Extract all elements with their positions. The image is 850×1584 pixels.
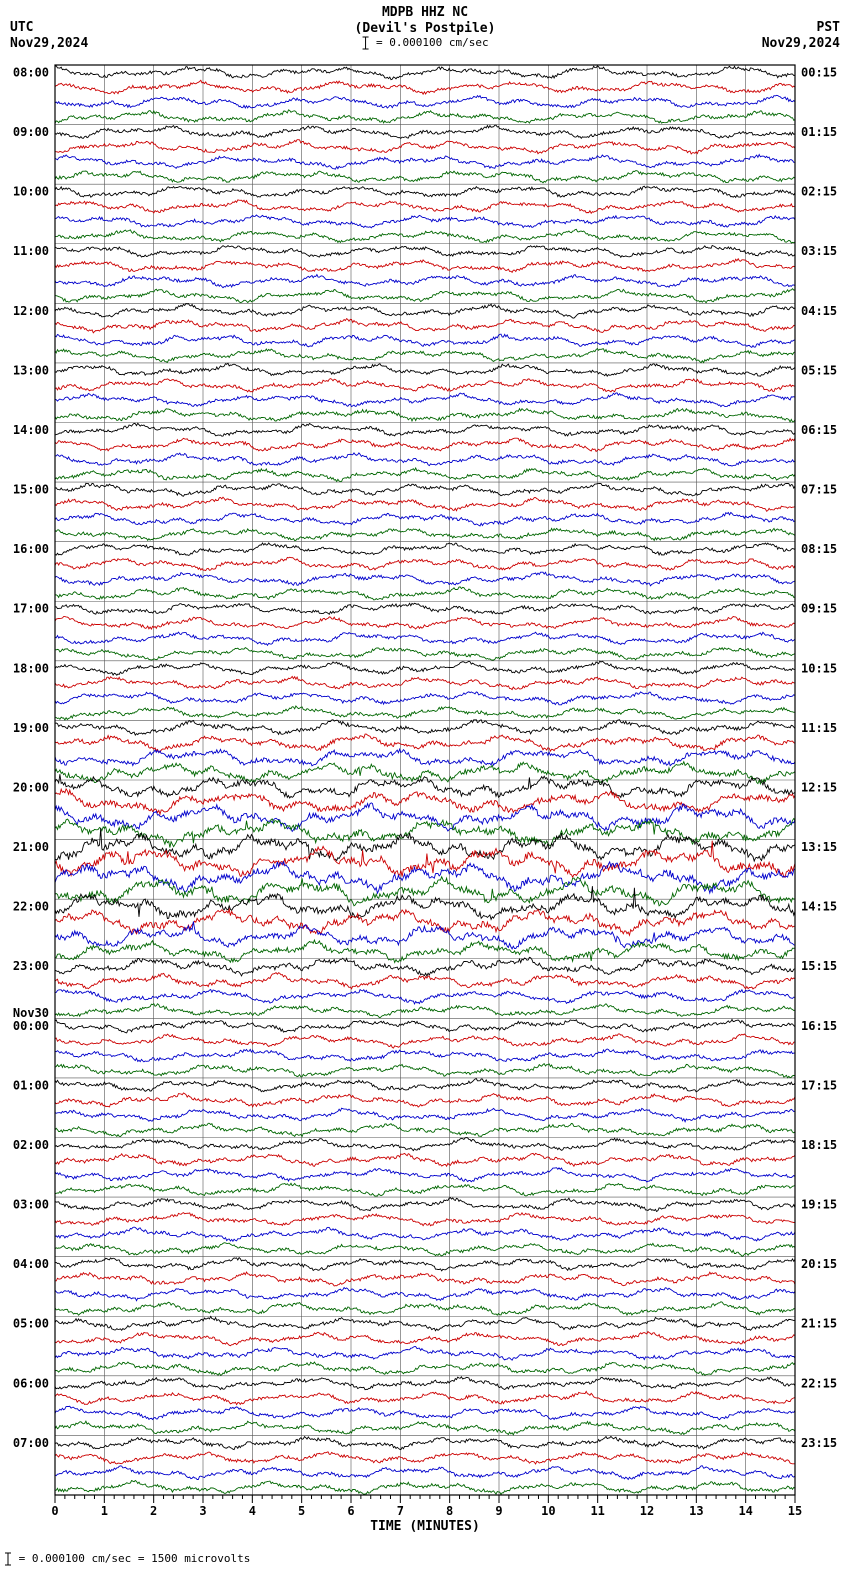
- svg-text:08:15: 08:15: [801, 542, 837, 556]
- svg-text:15: 15: [788, 1504, 802, 1518]
- svg-text:02:00: 02:00: [13, 1138, 49, 1152]
- svg-text:05:00: 05:00: [13, 1317, 49, 1331]
- header-center: MDPB HHZ NC (Devil's Postpile) = 0.00010…: [355, 5, 496, 50]
- footer-scale: = 0.000100 cm/sec = 1500 microvolts: [19, 1552, 251, 1565]
- svg-text:09:00: 09:00: [13, 125, 49, 139]
- svg-text:07:15: 07:15: [801, 483, 837, 497]
- svg-text:6: 6: [347, 1504, 354, 1518]
- svg-text:02:15: 02:15: [801, 185, 837, 199]
- svg-text:10:00: 10:00: [13, 185, 49, 199]
- svg-text:00:15: 00:15: [801, 65, 837, 79]
- header-right: PST Nov29,2024: [762, 20, 840, 51]
- svg-text:23:15: 23:15: [801, 1436, 837, 1450]
- svg-text:10:15: 10:15: [801, 661, 837, 675]
- svg-text:4: 4: [249, 1504, 256, 1518]
- svg-text:TIME (MINUTES): TIME (MINUTES): [370, 1519, 480, 1534]
- svg-text:00:00: 00:00: [13, 1019, 49, 1033]
- svg-text:21:00: 21:00: [13, 840, 49, 854]
- svg-text:15:15: 15:15: [801, 959, 837, 973]
- station-location: (Devil's Postpile): [355, 21, 496, 37]
- svg-text:16:15: 16:15: [801, 1019, 837, 1033]
- svg-text:12:15: 12:15: [801, 780, 837, 794]
- header: UTC Nov29,2024 MDPB HHZ NC (Devil's Post…: [0, 0, 850, 60]
- svg-text:01:15: 01:15: [801, 125, 837, 139]
- svg-text:13:15: 13:15: [801, 840, 837, 854]
- svg-text:18:15: 18:15: [801, 1138, 837, 1152]
- svg-text:5: 5: [298, 1504, 305, 1518]
- svg-text:19:00: 19:00: [13, 721, 49, 735]
- utc-date: Nov29,2024: [10, 36, 88, 52]
- svg-text:04:15: 04:15: [801, 304, 837, 318]
- svg-text:7: 7: [397, 1504, 404, 1518]
- svg-text:05:15: 05:15: [801, 363, 837, 377]
- svg-text:0: 0: [51, 1504, 58, 1518]
- svg-text:22:15: 22:15: [801, 1376, 837, 1390]
- svg-text:19:15: 19:15: [801, 1198, 837, 1212]
- svg-text:09:15: 09:15: [801, 602, 837, 616]
- svg-text:06:15: 06:15: [801, 423, 837, 437]
- svg-text:9: 9: [495, 1504, 502, 1518]
- svg-text:3: 3: [199, 1504, 206, 1518]
- svg-text:11:00: 11:00: [13, 244, 49, 258]
- svg-text:16:00: 16:00: [13, 542, 49, 556]
- svg-text:23:00: 23:00: [13, 959, 49, 973]
- pst-date: Nov29,2024: [762, 36, 840, 52]
- svg-text:1: 1: [101, 1504, 108, 1518]
- svg-text:13: 13: [689, 1504, 703, 1518]
- svg-text:2: 2: [150, 1504, 157, 1518]
- scale-reference: = 0.000100 cm/sec: [355, 36, 496, 50]
- svg-text:8: 8: [446, 1504, 453, 1518]
- svg-text:06:00: 06:00: [13, 1376, 49, 1390]
- svg-text:20:00: 20:00: [13, 780, 49, 794]
- svg-text:14:00: 14:00: [13, 423, 49, 437]
- station-code: MDPB HHZ NC: [355, 5, 496, 21]
- svg-text:13:00: 13:00: [13, 363, 49, 377]
- svg-text:15:00: 15:00: [13, 483, 49, 497]
- footer: = 0.000100 cm/sec = 1500 microvolts: [0, 1544, 850, 1566]
- svg-text:11: 11: [590, 1504, 604, 1518]
- svg-text:17:00: 17:00: [13, 602, 49, 616]
- svg-text:17:15: 17:15: [801, 1078, 837, 1092]
- svg-text:21:15: 21:15: [801, 1317, 837, 1331]
- svg-text:10: 10: [541, 1504, 555, 1518]
- svg-text:03:00: 03:00: [13, 1198, 49, 1212]
- svg-text:04:00: 04:00: [13, 1257, 49, 1271]
- svg-text:12: 12: [640, 1504, 654, 1518]
- utc-label: UTC: [10, 20, 88, 36]
- svg-text:11:15: 11:15: [801, 721, 837, 735]
- svg-text:08:00: 08:00: [13, 65, 49, 79]
- pst-label: PST: [762, 20, 840, 36]
- svg-text:07:00: 07:00: [13, 1436, 49, 1450]
- svg-text:12:00: 12:00: [13, 304, 49, 318]
- header-left: UTC Nov29,2024: [10, 20, 88, 51]
- svg-text:18:00: 18:00: [13, 661, 49, 675]
- svg-text:14:15: 14:15: [801, 900, 837, 914]
- seismogram-svg: 08:00 09:00 10:00 11:00 12:00 13:00 14:00 15:00…: [0, 60, 850, 1540]
- svg-text:01:00: 01:00: [13, 1078, 49, 1092]
- seismogram-plot: 08:00 09:00 10:00 11:00 12:00 13:00 14:00 15:00…: [0, 60, 850, 1544]
- svg-text:22:00: 22:00: [13, 900, 49, 914]
- svg-text:03:15: 03:15: [801, 244, 837, 258]
- svg-text:Nov30: Nov30: [13, 1006, 49, 1020]
- svg-text:20:15: 20:15: [801, 1257, 837, 1271]
- svg-text:14: 14: [738, 1504, 752, 1518]
